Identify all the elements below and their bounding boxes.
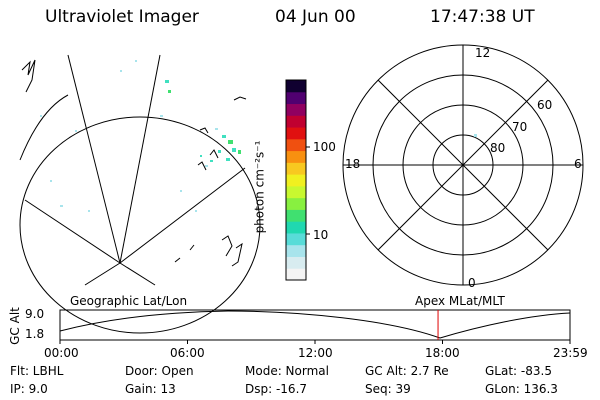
meridian-line — [119, 167, 246, 264]
aurora-emissions — [40, 60, 241, 212]
door-status: Door: Open — [125, 364, 194, 378]
coastline — [231, 242, 243, 267]
time-label: 17:47:38 UT — [430, 7, 535, 27]
timeline-tick-2359: 23:59 — [553, 346, 588, 360]
polar-label-80: 80 — [490, 141, 506, 155]
glat-status: GLat: -83.5 — [485, 364, 552, 378]
mode-status: Mode: Normal — [245, 364, 329, 378]
timeline-y-max: 9.0 — [25, 307, 45, 321]
colorbar-segment — [286, 103, 306, 116]
colorbar-tick-100: 100 — [313, 140, 336, 154]
polar-label-60: 60 — [537, 98, 553, 112]
latitude-ellipse — [19, 116, 261, 334]
colorbar-segment — [286, 138, 306, 152]
timeline-y-min: 1.8 — [25, 327, 45, 341]
colorbar-segment — [286, 209, 306, 222]
meridian-line — [67, 54, 121, 264]
coastline — [233, 96, 247, 101]
meridian-line — [119, 54, 161, 264]
coastline — [199, 127, 209, 134]
seq-status: Seq: 39 — [365, 382, 411, 396]
coastline — [21, 59, 36, 93]
colorbar-segment — [286, 150, 306, 163]
colorbar-segment — [286, 162, 306, 175]
polar-label-70: 70 — [512, 120, 528, 134]
coastline — [174, 257, 181, 263]
colorbar-segment — [286, 256, 306, 269]
polar-label-6: 6 — [574, 157, 582, 171]
timeline-tick-0600: 06:00 — [170, 346, 205, 360]
timeline-right-title: Apex MLat/MLT — [415, 294, 505, 308]
timeline-tick-0000: 00:00 — [44, 346, 79, 360]
meridian-line — [84, 262, 121, 286]
coastline — [189, 244, 195, 251]
gc-alt-status: GC Alt: 2.7 Re — [365, 364, 449, 378]
gain-status: Gain: 13 — [125, 382, 176, 396]
outer-arc — [19, 94, 69, 161]
polar-axis — [377, 79, 549, 251]
colorbar-segment — [286, 91, 306, 105]
colorbar-segment — [286, 80, 306, 93]
coastline — [209, 149, 219, 159]
colorbar-segment — [286, 221, 306, 234]
instrument-title: Ultraviolet Imager — [45, 7, 199, 27]
colorbar-segment — [286, 268, 306, 281]
timeline-tick-1800: 18:00 — [425, 346, 460, 360]
filter-status: Flt: LBHL — [10, 364, 64, 378]
colorbar-segment — [286, 232, 306, 246]
colorbar-tick-10: 10 — [313, 228, 329, 242]
ip-status: IP: 9.0 — [10, 382, 48, 396]
dsp-status: Dsp: -16.7 — [245, 382, 308, 396]
glon-status: GLon: 136.3 — [485, 382, 558, 396]
meridian-line — [24, 199, 121, 264]
colorbar-segment — [286, 197, 306, 210]
colorbar-segment — [286, 127, 306, 140]
colorbar-segment — [286, 115, 306, 128]
timeline-left-title: Geographic Lat/Lon — [70, 294, 188, 308]
meridian-line — [119, 262, 156, 286]
coastline — [221, 235, 233, 257]
timeline-tick-1200: 12:00 — [298, 346, 333, 360]
polar-label-0: 0 — [468, 276, 476, 290]
date-label: 04 Jun 00 — [275, 7, 356, 27]
polar-label-18: 18 — [345, 157, 361, 171]
colorbar-segment — [286, 185, 306, 199]
polar-label-12: 12 — [475, 46, 491, 60]
coastline — [197, 161, 207, 171]
colorbar-segment — [286, 244, 306, 257]
altitude-curve — [59, 310, 571, 339]
colorbar-segment — [286, 174, 306, 187]
